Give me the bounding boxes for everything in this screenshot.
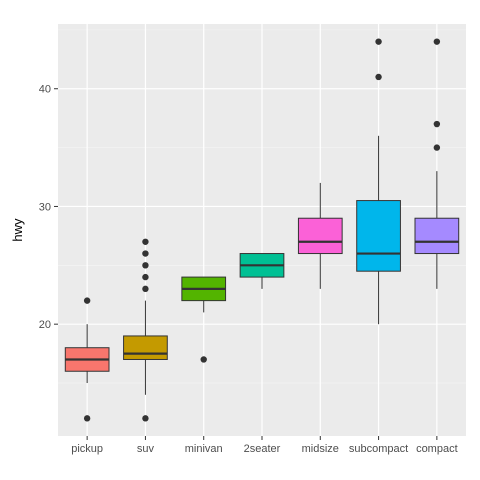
x-tick-label-pickup: pickup	[71, 443, 103, 455]
y-tick-label: 20	[39, 319, 51, 331]
box-compact	[414, 38, 460, 289]
x-tick-label-minivan: minivan	[185, 443, 223, 455]
x-tick-label-2seater: 2seater	[244, 443, 281, 455]
interquartile-box	[123, 335, 168, 360]
box-2seater	[239, 253, 285, 289]
outlier-point	[142, 250, 149, 257]
box-midsize	[297, 182, 343, 289]
box-subcompact	[356, 38, 401, 325]
outlier-point	[142, 262, 149, 269]
outlier-point	[142, 415, 149, 422]
outlier-point	[433, 38, 441, 45]
y-axis-ticks: 20 30 40	[39, 84, 58, 331]
outlier-point	[83, 297, 91, 304]
box-minivan	[181, 276, 227, 363]
x-tick-label-compact: compact	[416, 443, 458, 455]
y-tick-label: 40	[39, 84, 51, 96]
outlier-point	[200, 356, 207, 363]
x-tick-label-subcompact: subcompact	[349, 443, 408, 455]
y-axis-title: hwy	[10, 218, 25, 242]
outlier-point	[375, 38, 382, 45]
outlier-point	[142, 285, 149, 293]
interquartile-box	[414, 217, 460, 255]
x-tick-label-midsize: midsize	[302, 443, 339, 455]
outlier-point	[375, 73, 382, 81]
outlier-point	[142, 273, 149, 281]
outlier-point	[433, 144, 441, 151]
outlier-point	[142, 238, 149, 245]
interquartile-box	[356, 200, 401, 272]
box-suv	[123, 238, 168, 422]
x-tick-label-suv: suv	[137, 443, 155, 455]
y-tick-label: 30	[39, 201, 51, 213]
box-pickup	[64, 297, 110, 422]
outlier-point	[83, 415, 91, 422]
outlier-point	[433, 120, 441, 128]
boxes-layer	[64, 38, 460, 422]
interquartile-box	[297, 217, 343, 255]
x-axis-ticks: pickup suv minivan 2seater midsize subcompact…	[71, 436, 458, 455]
